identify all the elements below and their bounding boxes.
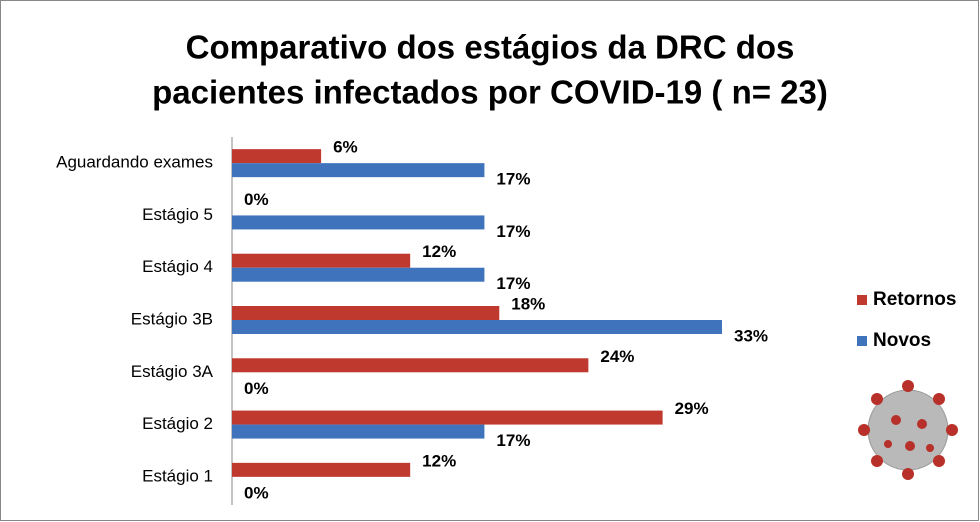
y-tick-label: Estágio 4 — [142, 257, 213, 276]
bar — [232, 463, 410, 477]
value-label: 0% — [244, 190, 269, 209]
value-label: 0% — [244, 483, 269, 502]
y-tick-label: Aguardando exames — [56, 153, 213, 172]
value-label: 17% — [496, 274, 530, 293]
y-tick-label: Estágio 2 — [142, 414, 213, 433]
chart-title: pacientes infectados por COVID-19 ( n= 2… — [152, 74, 828, 111]
value-label: 6% — [333, 138, 358, 157]
y-tick-label: Estágio 3A — [131, 362, 214, 381]
bar — [232, 149, 321, 163]
chart: Comparativo dos estágios da DRC dos paci… — [0, 0, 980, 522]
bar — [232, 358, 588, 372]
virus-illustration — [858, 380, 958, 480]
y-tick-label: Estágio 3B — [131, 309, 213, 328]
y-tick-label: Estágio 1 — [142, 466, 213, 485]
bar — [232, 320, 722, 334]
value-label: 17% — [496, 170, 530, 189]
value-label: 12% — [422, 242, 456, 261]
bar — [232, 268, 484, 282]
value-label: 24% — [600, 347, 634, 366]
y-tick-label: Estágio 5 — [142, 205, 213, 224]
legend-label: Novos — [873, 330, 931, 351]
bar — [232, 306, 499, 320]
bar — [232, 163, 484, 177]
legend-swatch — [857, 295, 867, 305]
legend-swatch — [857, 336, 867, 346]
bar — [232, 411, 663, 425]
value-label: 18% — [511, 294, 545, 313]
value-label: 0% — [244, 379, 269, 398]
value-label: 17% — [496, 222, 530, 241]
bar — [232, 425, 484, 439]
bar — [232, 254, 410, 268]
value-label: 17% — [496, 431, 530, 450]
value-label: 29% — [675, 399, 709, 418]
value-label: 33% — [734, 326, 768, 345]
bar — [232, 215, 484, 229]
value-label: 12% — [422, 451, 456, 470]
chart-title: Comparativo dos estágios da DRC dos — [186, 29, 795, 66]
legend-label: Retornos — [873, 289, 956, 310]
